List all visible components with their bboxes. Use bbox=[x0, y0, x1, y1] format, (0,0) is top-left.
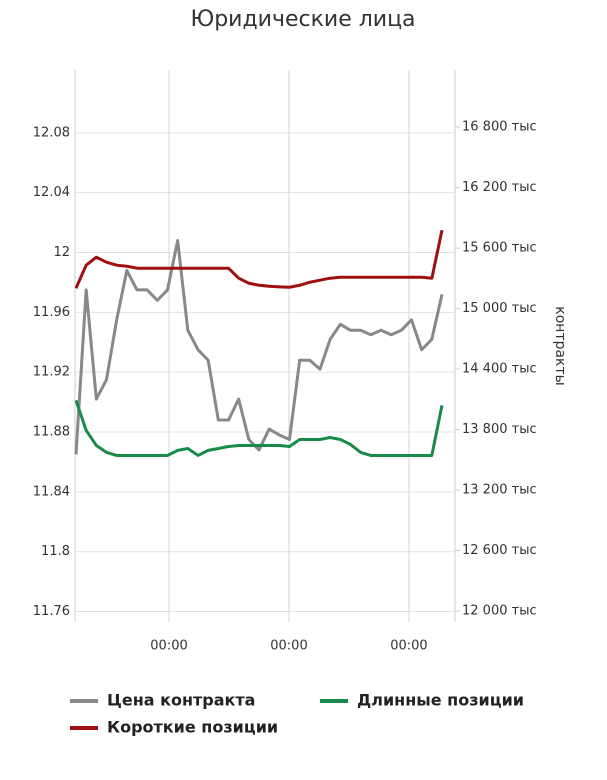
x-tick-label: 00:00 bbox=[150, 639, 187, 654]
y2-tick-label: 12 000 тыс bbox=[462, 604, 537, 619]
y2-tick-label: 16 800 тыс bbox=[462, 120, 537, 135]
legend-label: Короткие позиции bbox=[107, 718, 278, 737]
y2-axis-label: контракты bbox=[552, 306, 568, 385]
chart-title: Юридические лица bbox=[190, 7, 415, 32]
y2-tick-label: 12 600 тыс bbox=[462, 543, 537, 558]
y-tick-label: 12.08 bbox=[33, 125, 70, 140]
y2-tick-label: 15 600 тыс bbox=[462, 241, 537, 256]
y-tick-label: 11.92 bbox=[33, 365, 70, 380]
x-tick-label: 00:00 bbox=[390, 639, 427, 654]
y-tick-label: 11.8 bbox=[41, 544, 70, 559]
y2-tick-label: 13 800 тыс bbox=[462, 422, 537, 437]
y2-tick-label: 13 200 тыс bbox=[462, 483, 537, 498]
y-tick-label: 12 bbox=[53, 245, 70, 260]
legend-label: Длинные позиции bbox=[357, 691, 524, 710]
y-tick-label: 11.76 bbox=[33, 604, 70, 619]
y2-tick-label: 15 000 тыс bbox=[462, 301, 537, 316]
x-tick-label: 00:00 bbox=[270, 639, 307, 654]
y-tick-label: 12.04 bbox=[33, 185, 70, 200]
y-tick-label: 11.96 bbox=[33, 305, 70, 320]
y2-tick-label: 14 400 тыс bbox=[462, 362, 537, 377]
y-tick-label: 11.88 bbox=[33, 425, 70, 440]
y2-tick-label: 16 200 тыс bbox=[462, 180, 537, 195]
series-line bbox=[74, 229, 444, 289]
legend-label: Цена контракта bbox=[107, 691, 255, 710]
series-line bbox=[74, 239, 444, 455]
y-tick-label: 11.84 bbox=[33, 484, 70, 499]
series-line bbox=[74, 399, 444, 457]
